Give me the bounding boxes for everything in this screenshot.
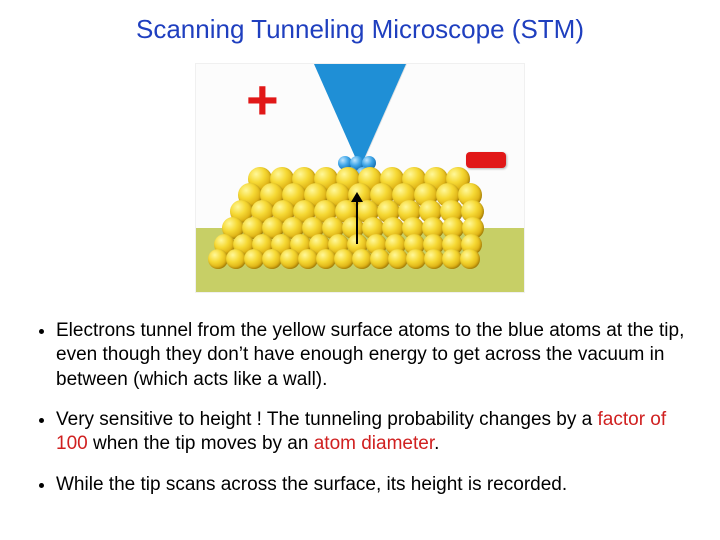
surface-atom [352, 249, 372, 269]
bullet-item: Electrons tunnel from the yellow surface… [56, 319, 686, 392]
surface-atom [424, 249, 444, 269]
surface-atom [370, 249, 390, 269]
bullet-text: While the tip scans across the surface, … [56, 474, 567, 495]
plus-icon: + [246, 72, 279, 128]
surface-atom [388, 249, 408, 269]
surface-atom [316, 249, 336, 269]
surface-atom [244, 249, 264, 269]
surface-atom [334, 249, 354, 269]
bullet-item: Very sensitive to height ! The tunneling… [56, 408, 686, 457]
slide-title: Scanning Tunneling Microscope (STM) [0, 0, 720, 45]
bullet-text: . [434, 433, 439, 454]
probe-cone [314, 64, 406, 168]
surface-atom [442, 249, 462, 269]
bullet-text: Very sensitive to height ! The tunneling… [56, 409, 598, 430]
surface-atom [208, 249, 228, 269]
surface-atom [298, 249, 318, 269]
bullet-item: While the tip scans across the surface, … [56, 473, 686, 497]
surface-atom [460, 249, 480, 269]
bullet-text: when the tip moves by an [88, 433, 314, 454]
bullet-text: Electrons tunnel from the yellow surface… [56, 320, 684, 390]
bullet-list: Electrons tunnel from the yellow surface… [34, 319, 686, 497]
surface-atom [406, 249, 426, 269]
tunneling-arrow-icon [356, 200, 358, 244]
surface-atom [226, 249, 246, 269]
surface-atom [280, 249, 300, 269]
surface-atom [262, 249, 282, 269]
stm-diagram: + [195, 63, 525, 293]
surface-atoms [248, 164, 474, 274]
bullet-text: atom diameter [314, 433, 434, 454]
